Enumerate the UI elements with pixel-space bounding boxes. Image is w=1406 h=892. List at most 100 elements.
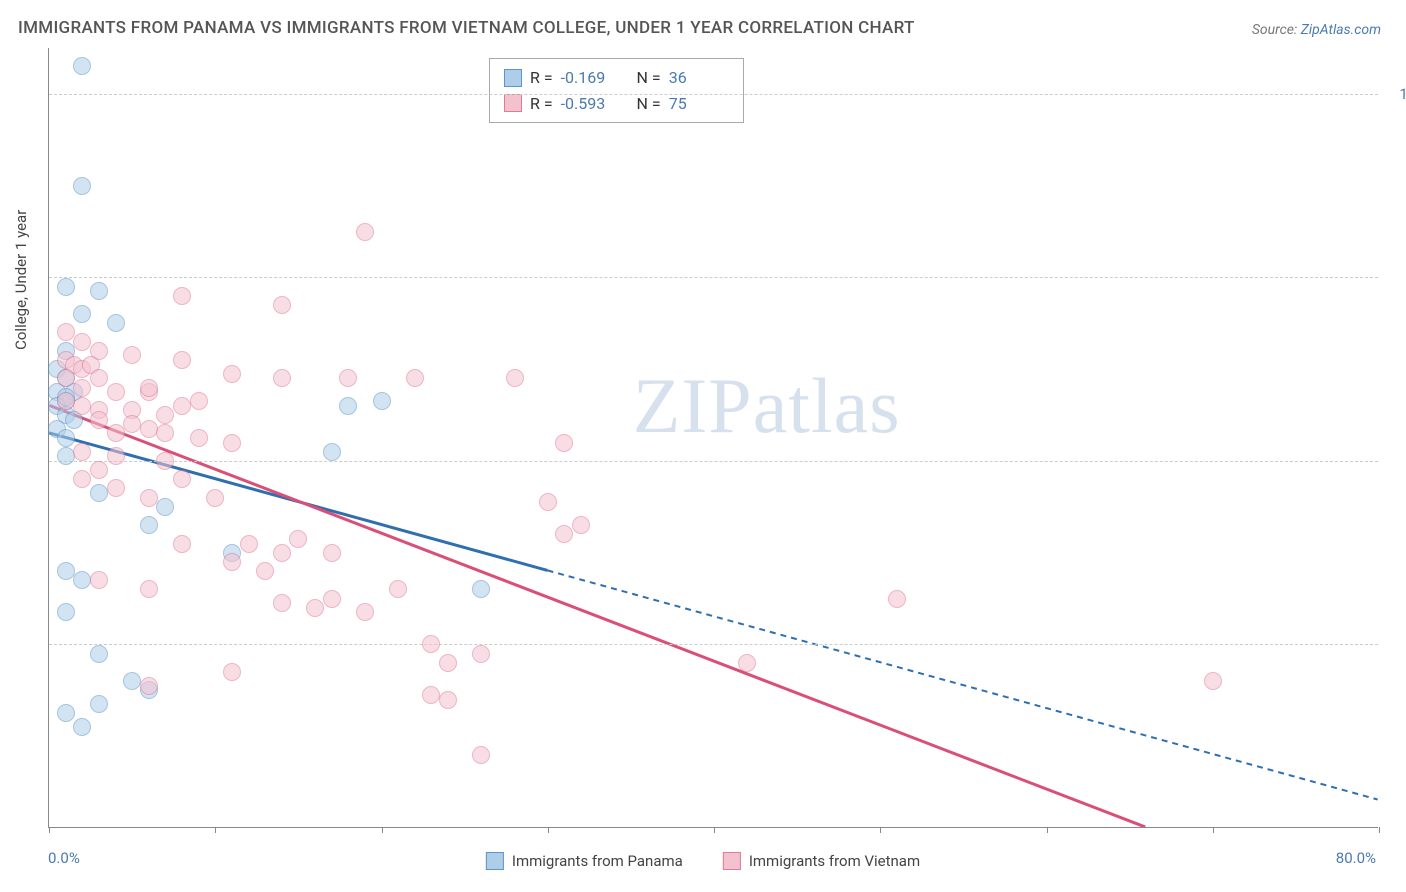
scatter-point [90, 484, 108, 502]
scatter-point [107, 447, 125, 465]
scatter-point [73, 443, 91, 461]
scatter-point [57, 704, 75, 722]
source-link[interactable]: ZipAtlas.com [1301, 22, 1381, 38]
source-prefix: Source: [1252, 22, 1301, 38]
scatter-point [73, 379, 91, 397]
scatter-point [140, 677, 158, 695]
scatter-point [289, 530, 307, 548]
scatter-point [57, 392, 75, 410]
x-tick [49, 827, 50, 833]
stat-r-value: -0.169 [561, 65, 621, 91]
stat-r-label: R = [530, 65, 553, 91]
scatter-point [439, 654, 457, 672]
scatter-point [73, 177, 91, 195]
stat-n-value: 36 [669, 65, 729, 91]
gridline [49, 94, 1378, 95]
scatter-point [273, 544, 291, 562]
scatter-point [107, 479, 125, 497]
scatter-point [223, 663, 241, 681]
scatter-point [57, 278, 75, 296]
scatter-point [140, 489, 158, 507]
scatter-point [73, 305, 91, 323]
watermark: ZIPatlas [633, 361, 901, 451]
scatter-point [240, 535, 258, 553]
gridline [49, 277, 1378, 278]
scatter-point [90, 282, 108, 300]
x-tick [548, 827, 549, 833]
scatter-point [273, 594, 291, 612]
scatter-point [323, 590, 341, 608]
scatter-point [140, 516, 158, 534]
y-tick-label: 100.0% [1388, 85, 1406, 103]
scatter-point [57, 429, 75, 447]
scatter-point [373, 392, 391, 410]
scatter-point [738, 654, 756, 672]
x-tick [1213, 827, 1214, 833]
scatter-point [90, 645, 108, 663]
chart-title: IMMIGRANTS FROM PANAMA VS IMMIGRANTS FRO… [18, 18, 915, 38]
scatter-point [57, 603, 75, 621]
y-tick-label: 60.0% [1388, 452, 1406, 470]
scatter-point [223, 434, 241, 452]
scatter-point [572, 516, 590, 534]
scatter-point [323, 544, 341, 562]
scatter-point [156, 406, 174, 424]
scatter-point [73, 57, 91, 75]
scatter-point [73, 470, 91, 488]
stat-n-label: N = [629, 65, 661, 91]
scatter-point [173, 535, 191, 553]
chart-plot-area: ZIPatlas R = -0.169 N = 36R = -0.593 N =… [48, 48, 1378, 828]
scatter-point [256, 562, 274, 580]
y-tick-label: 40.0% [1388, 635, 1406, 653]
series-swatch-icon [504, 69, 522, 87]
scatter-point [472, 580, 490, 598]
y-tick-label: 80.0% [1388, 268, 1406, 286]
x-tick [382, 827, 383, 833]
scatter-point [107, 424, 125, 442]
scatter-point [123, 346, 141, 364]
y-axis-title: College, Under 1 year [12, 210, 30, 350]
scatter-point [173, 351, 191, 369]
scatter-point [73, 333, 91, 351]
scatter-point [57, 447, 75, 465]
scatter-point [90, 411, 108, 429]
correlation-stats-box: R = -0.169 N = 36R = -0.593 N = 75 [489, 58, 744, 123]
scatter-point [156, 424, 174, 442]
scatter-point [173, 397, 191, 415]
x-tick [714, 827, 715, 833]
scatter-point [156, 498, 174, 516]
scatter-point [356, 223, 374, 241]
series-swatch-icon [504, 94, 522, 112]
scatter-point [323, 443, 341, 461]
scatter-point [173, 287, 191, 305]
scatter-point [107, 314, 125, 332]
scatter-point [73, 397, 91, 415]
scatter-point [389, 580, 407, 598]
scatter-point [339, 397, 357, 415]
scatter-point [173, 470, 191, 488]
legend-item: Immigrants from Panama [486, 852, 683, 870]
scatter-point [73, 718, 91, 736]
x-axis-max-label: 80.0% [1336, 849, 1376, 867]
scatter-point [439, 691, 457, 709]
gridline [49, 461, 1378, 462]
x-tick [880, 827, 881, 833]
scatter-point [140, 379, 158, 397]
scatter-point [539, 493, 557, 511]
scatter-point [190, 392, 208, 410]
scatter-point [107, 383, 125, 401]
scatter-point [90, 369, 108, 387]
scatter-point [306, 599, 324, 617]
scatter-point [555, 434, 573, 452]
scatter-point [1204, 672, 1222, 690]
scatter-point [273, 369, 291, 387]
scatter-point [206, 489, 224, 507]
regression-lines-layer [49, 48, 1378, 827]
x-tick [215, 827, 216, 833]
scatter-point [422, 635, 440, 653]
scatter-point [472, 645, 490, 663]
scatter-point [57, 323, 75, 341]
scatter-point [140, 420, 158, 438]
scatter-point [90, 571, 108, 589]
legend: Immigrants from PanamaImmigrants from Vi… [486, 852, 920, 870]
